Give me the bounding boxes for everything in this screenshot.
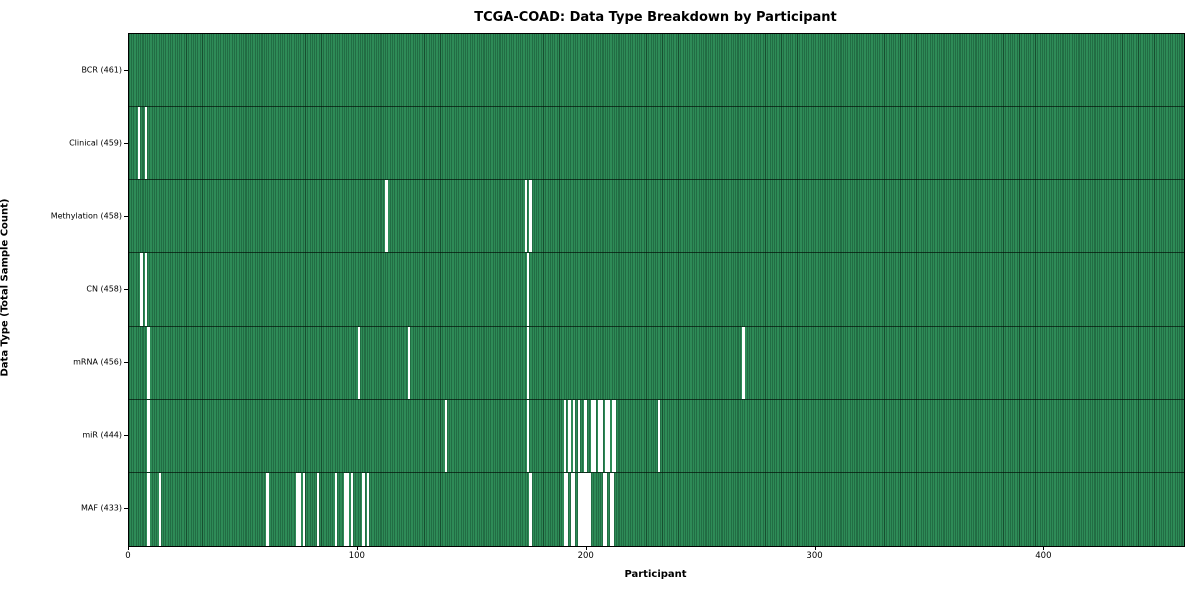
- heatmap-row-Clinical: [129, 107, 1184, 181]
- ytick-label-Methylation: Methylation (458): [50, 211, 122, 221]
- xtick-mark: [356, 546, 358, 550]
- absent-stripe: [147, 472, 150, 546]
- ytick-label-BCR: BCR (461): [81, 65, 122, 75]
- absent-stripe: [266, 472, 269, 546]
- ytick-mark: [124, 289, 128, 290]
- absent-stripe: [385, 180, 388, 253]
- absent-stripe: [145, 107, 148, 180]
- absent-stripe: [600, 399, 603, 472]
- ytick-mark: [124, 142, 128, 144]
- ytick-label-miR: miR (444): [82, 430, 122, 440]
- absent-stripe: [657, 399, 660, 472]
- ytick-mark: [124, 435, 128, 437]
- xtick-mark: [814, 546, 816, 550]
- absent-stripe: [140, 253, 143, 326]
- absent-stripe: [607, 399, 610, 472]
- absent-stripe: [527, 399, 530, 472]
- absent-stripe: [611, 472, 615, 546]
- chart-title: TCGA-COAD: Data Type Breakdown by Partic…: [474, 10, 837, 25]
- heatmap-row-miR: [129, 399, 1184, 473]
- absent-stripe: [605, 472, 608, 546]
- absent-stripe: [444, 399, 448, 472]
- ytick-mark: [124, 508, 128, 510]
- absent-stripe: [572, 399, 576, 472]
- absent-stripe: [566, 472, 569, 546]
- absent-stripe: [602, 472, 605, 546]
- xtick-mark: [585, 546, 587, 550]
- absent-stripe: [586, 472, 589, 546]
- absent-stripe: [591, 399, 594, 472]
- absent-stripe: [408, 326, 411, 399]
- absent-stripe: [742, 326, 745, 399]
- absent-stripe: [350, 472, 354, 546]
- absent-stripe: [346, 472, 349, 546]
- absent-stripe: [598, 399, 601, 472]
- x-axis-title: Participant: [624, 569, 687, 580]
- xtick-label-400: 400: [1035, 551, 1052, 561]
- heatmap-row-MAF: [129, 472, 1184, 546]
- absent-stripe: [577, 472, 580, 546]
- absent-stripe: [614, 399, 617, 472]
- absent-stripe: [302, 472, 306, 546]
- heatmap-row-Methylation: [129, 180, 1184, 254]
- absent-stripe: [593, 399, 596, 472]
- absent-stripe: [147, 326, 150, 399]
- ytick-mark: [124, 69, 128, 71]
- absent-stripe: [568, 399, 571, 472]
- absent-stripe: [582, 472, 585, 546]
- xtick-mark: [1043, 546, 1045, 550]
- absent-stripe: [357, 326, 361, 399]
- ytick-label-Clinical: Clinical (459): [69, 138, 122, 148]
- absent-stripe: [605, 399, 608, 472]
- ytick-mark: [124, 215, 128, 217]
- absent-stripe: [572, 472, 576, 546]
- xtick-label-200: 200: [577, 551, 594, 561]
- ytick-mark: [124, 362, 128, 364]
- heatmap-plot-area: Present Absent: [128, 33, 1185, 547]
- absent-stripe: [529, 180, 532, 253]
- ytick-label-CN: CN (458): [86, 284, 122, 294]
- absent-stripe: [524, 180, 528, 253]
- absent-stripe: [588, 472, 592, 546]
- absent-stripe: [609, 472, 612, 546]
- absent-stripe: [158, 472, 162, 546]
- absent-stripe: [563, 399, 567, 472]
- absent-stripe: [298, 472, 301, 546]
- absent-stripe: [584, 472, 587, 546]
- absent-stripe: [527, 253, 530, 326]
- absent-stripe: [296, 472, 299, 546]
- xtick-label-100: 100: [348, 551, 365, 561]
- absent-stripe: [344, 472, 347, 546]
- absent-stripe: [147, 399, 150, 472]
- absent-stripe: [316, 472, 319, 546]
- absent-stripe: [145, 253, 148, 326]
- absent-stripe: [584, 399, 587, 472]
- absent-stripe: [334, 472, 338, 546]
- ytick-label-MAF: MAF (433): [80, 503, 122, 513]
- absent-stripe: [138, 107, 141, 180]
- xtick-mark: [128, 546, 129, 550]
- absent-stripe: [527, 326, 530, 399]
- ytick-label-mRNA: mRNA (456): [73, 357, 122, 367]
- absent-stripe: [563, 472, 567, 546]
- absent-stripe: [367, 472, 370, 546]
- heatmap-row-CN: [129, 253, 1184, 327]
- xtick-label-0: 0: [125, 551, 131, 561]
- absent-stripe: [579, 472, 583, 546]
- absent-stripe: [577, 399, 580, 472]
- heatmap-row-mRNA: [129, 326, 1184, 400]
- xtick-label-300: 300: [806, 551, 823, 561]
- absent-stripe: [362, 472, 365, 546]
- heatmap-row-BCR: [129, 34, 1184, 108]
- absent-stripe: [529, 472, 532, 546]
- absent-stripe: [570, 472, 573, 546]
- absent-stripe: [611, 399, 615, 472]
